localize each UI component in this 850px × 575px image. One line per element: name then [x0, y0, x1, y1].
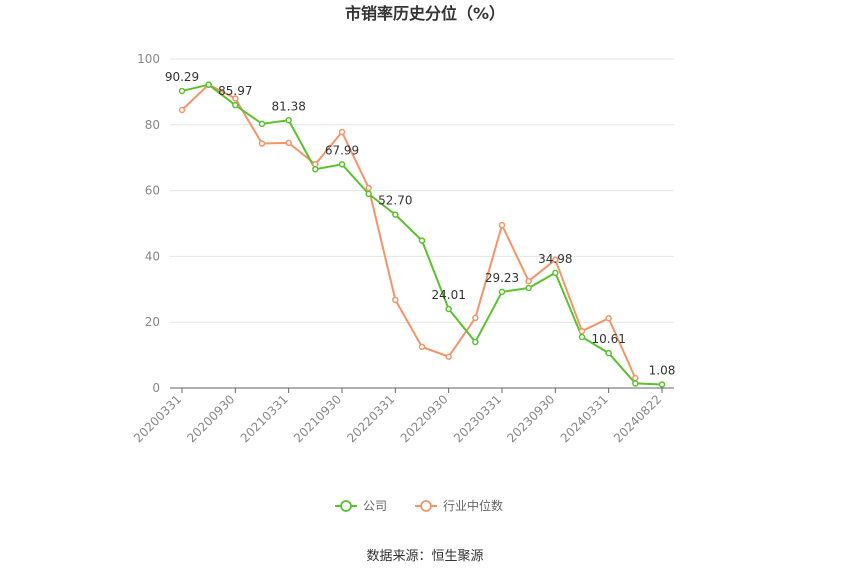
legend[interactable]: 公司 行业中位数: [335, 498, 503, 513]
data-label: 24.01: [431, 288, 465, 302]
data-point[interactable]: [445, 305, 452, 313]
series-points: [178, 81, 666, 388]
data-point[interactable]: [312, 165, 319, 173]
data-point[interactable]: [472, 314, 479, 322]
x-tick-label: 20200930: [184, 392, 237, 445]
y-tick-label: 80: [145, 118, 160, 132]
y-tick-label: 0: [152, 381, 160, 395]
y-tick-label: 60: [145, 184, 160, 198]
data-point[interactable]: [658, 381, 666, 388]
source-note: 数据来源：恒生聚源: [366, 549, 483, 564]
data-point[interactable]: [365, 184, 372, 192]
data-point[interactable]: [178, 106, 186, 114]
data-label: 1.08: [649, 363, 676, 377]
data-point[interactable]: [605, 349, 612, 357]
series-lines: [181, 83, 663, 386]
x-tick-label: 20240822: [611, 392, 664, 445]
data-point[interactable]: [418, 343, 426, 351]
data-point[interactable]: [418, 237, 426, 244]
x-tick-label: 20220930: [398, 392, 451, 445]
data-label: 85.97: [218, 84, 252, 98]
data-point[interactable]: [632, 380, 639, 387]
data-point[interactable]: [632, 374, 639, 382]
data-point[interactable]: [552, 256, 559, 263]
x-tick-label: 20210331: [238, 392, 291, 445]
data-point[interactable]: [285, 139, 292, 147]
data-point[interactable]: [232, 101, 239, 109]
data-point[interactable]: [392, 211, 399, 218]
data-label: 90.29: [165, 70, 199, 84]
x-tick-label: 20240331: [558, 392, 611, 445]
data-point[interactable]: [178, 87, 186, 95]
data-point[interactable]: [285, 117, 292, 124]
grid-lines: [170, 58, 674, 323]
data-label: 52.70: [378, 194, 412, 208]
data-point[interactable]: [578, 327, 586, 335]
data-point[interactable]: [258, 140, 266, 147]
data-point[interactable]: [472, 338, 479, 346]
legend-marker: [340, 500, 352, 512]
chart-title: 市销率历史分位（%）: [345, 4, 505, 23]
data-labels: 90.29 85.97 81.38 67.99 52.70 24.01 29.23 34.98…: [165, 70, 676, 378]
data-point[interactable]: [365, 190, 372, 198]
x-tick-label: 20210930: [291, 392, 344, 445]
data-point[interactable]: [552, 269, 559, 277]
data-point[interactable]: [205, 81, 212, 88]
data-label: 34.98: [538, 252, 572, 266]
data-label: 10.61: [591, 332, 625, 346]
data-point[interactable]: [578, 333, 586, 341]
data-point[interactable]: [338, 128, 346, 136]
x-tick-label: 20230331: [451, 392, 504, 445]
data-point[interactable]: [605, 315, 612, 322]
data-label: 81.38: [271, 99, 305, 113]
x-axis: 20200331 20200930 20210331 20210930 20220331…: [131, 387, 674, 445]
legend-label: 公司: [363, 499, 387, 513]
y-tick-label: 100: [137, 52, 160, 66]
data-point[interactable]: [498, 221, 506, 229]
data-point[interactable]: [392, 296, 399, 304]
legend-item-行业中位数[interactable]: 行业中位数: [415, 498, 503, 513]
y-axis: 0 20 40 60 80 100: [137, 52, 160, 395]
legend-label: 行业中位数: [443, 498, 503, 513]
data-point[interactable]: [445, 353, 452, 360]
legend-marker: [420, 500, 432, 512]
data-point[interactable]: [498, 288, 506, 296]
x-tick-label: 20220331: [344, 392, 397, 445]
series-line-行业中位数: [181, 83, 637, 379]
data-point[interactable]: [525, 277, 532, 285]
data-point[interactable]: [232, 95, 239, 102]
x-tick-label: 20200331: [131, 392, 184, 445]
data-label: 67.99: [325, 143, 359, 157]
data-point[interactable]: [258, 120, 266, 128]
x-tick-label: 20230930: [504, 392, 557, 445]
data-point[interactable]: [338, 161, 346, 168]
data-label: 29.23: [485, 271, 519, 285]
legend-item-公司[interactable]: 公司: [335, 499, 387, 513]
data-point[interactable]: [525, 284, 532, 292]
y-tick-label: 40: [145, 249, 160, 263]
y-tick-label: 20: [145, 315, 160, 329]
